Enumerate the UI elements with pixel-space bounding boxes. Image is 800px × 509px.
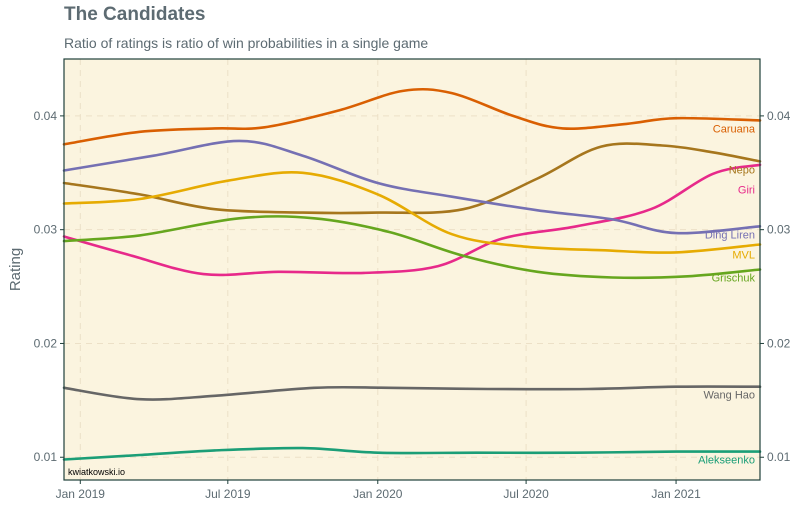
series-label-alekseenko: Alekseenko xyxy=(698,455,755,467)
y-tick-label-right: 0.03 xyxy=(767,223,791,237)
plot-border xyxy=(63,58,761,481)
y-tick-label: 0.02 xyxy=(34,336,58,350)
series-line-ding-liren xyxy=(62,139,762,235)
chart-subtitle: Ratio of ratings is ratio of win probabi… xyxy=(64,35,429,51)
series-line-alekseenko xyxy=(62,446,762,461)
y-tick-label-right: 0.02 xyxy=(767,336,791,350)
axes: 0.01 0.01 0.02 0.02 0.03 0.03 0.04 0.04 Jan 2019… xyxy=(34,109,791,501)
series-label-grischuk: Grischuk xyxy=(712,273,756,285)
series-line-grischuk xyxy=(62,215,762,280)
x-tick-label: Jul 2019 xyxy=(205,487,251,501)
x-tick-label: Jan 2020 xyxy=(353,487,403,501)
x-tick-label: Jul 2020 xyxy=(503,487,549,501)
series-label-mvl: MVL xyxy=(732,249,755,261)
x-tick-label: Jan 2019 xyxy=(56,487,106,501)
y-tick-label: 0.04 xyxy=(34,109,58,123)
chart-title: The Candidates xyxy=(64,4,206,25)
series-lines xyxy=(62,87,762,461)
series-line-caruana xyxy=(62,87,762,146)
y-tick-label: 0.01 xyxy=(34,450,58,464)
series-label-ding-liren: Ding Liren xyxy=(705,229,755,241)
credit-text: kwiatkowski.io xyxy=(68,467,125,477)
series-label-giri: Giri xyxy=(738,184,755,196)
series-labels: Caruana Nepo Giri Ding Liren MVL Grischuk Wang… xyxy=(698,123,756,466)
series-line-mvl xyxy=(62,171,762,254)
y-tick-label: 0.03 xyxy=(34,223,58,237)
y-axis-label: Rating xyxy=(7,248,24,291)
series-line-wang-hao xyxy=(62,385,762,401)
y-tick-label-right: 0.04 xyxy=(767,109,791,123)
series-line-giri xyxy=(62,163,762,277)
series-label-wang-hao: Wang Hao xyxy=(703,390,755,402)
series-line-nepo xyxy=(62,142,762,215)
x-tick-label: Jan 2021 xyxy=(651,487,701,501)
series-label-nepo: Nepo xyxy=(729,164,755,176)
series-label-caruana: Caruana xyxy=(713,123,756,135)
y-tick-label-right: 0.01 xyxy=(767,450,791,464)
